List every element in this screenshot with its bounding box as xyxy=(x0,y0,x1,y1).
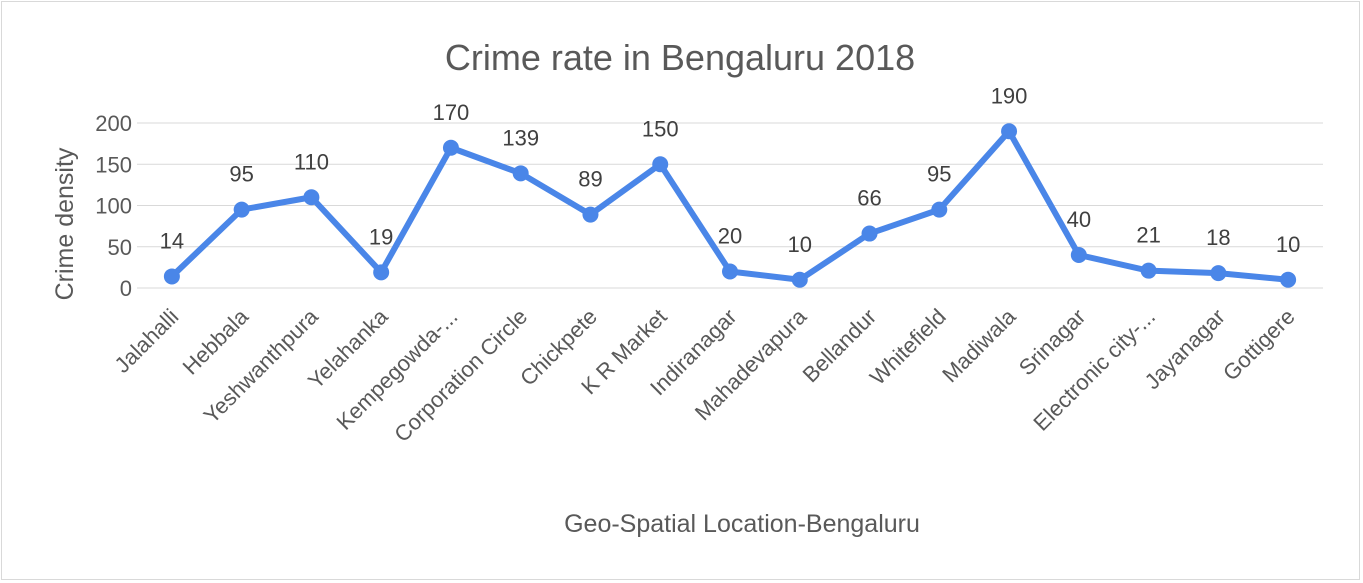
data-point xyxy=(722,263,738,280)
y-tick-label: 200 xyxy=(95,111,132,136)
data-point xyxy=(582,206,599,223)
x-tick-label: Kempegowda-... xyxy=(332,304,463,435)
data-label: 19 xyxy=(369,224,393,249)
x-tick-label: Jalahalli xyxy=(110,304,184,378)
data-point xyxy=(1140,262,1157,279)
data-label: 95 xyxy=(927,162,951,187)
data-label: 89 xyxy=(578,167,602,192)
y-tick-label: 0 xyxy=(120,276,132,301)
x-tick-label: Corporation Circle xyxy=(389,304,532,447)
data-point xyxy=(791,271,808,288)
y-tick-label: 150 xyxy=(95,152,132,177)
data-point xyxy=(1001,123,1018,140)
data-label: 20 xyxy=(718,224,742,249)
x-axis-title: Geo-Spatial Location-Bengaluru xyxy=(564,510,920,538)
data-label: 170 xyxy=(433,100,470,125)
data-labels: 14 95 110 19 170 139 89 150 20 10 66 95 190 40 21 18 10 xyxy=(160,83,1301,257)
y-tick-label: 100 xyxy=(95,194,132,219)
data-label: 40 xyxy=(1067,207,1091,232)
y-axis-ticks: 0 50 100 150 200 xyxy=(95,111,132,301)
x-tick-label: Madiwala xyxy=(937,303,1021,387)
data-point xyxy=(1280,271,1297,288)
x-tick-label: Electronic city-... xyxy=(1028,304,1160,436)
chart-title: Crime rate in Bengaluru 2018 xyxy=(445,37,915,78)
data-point xyxy=(861,225,878,242)
x-tick-label: Gottigere xyxy=(1218,304,1300,386)
data-label: 110 xyxy=(294,149,329,174)
y-tick-label: 50 xyxy=(108,235,132,260)
gridlines xyxy=(137,122,1323,289)
data-label: 66 xyxy=(857,186,881,211)
data-label: 150 xyxy=(642,116,679,141)
data-label: 10 xyxy=(788,232,812,257)
data-point xyxy=(303,189,320,206)
data-point xyxy=(1070,247,1087,263)
series-group xyxy=(163,123,1297,288)
data-label: 190 xyxy=(991,83,1028,108)
data-point xyxy=(931,201,948,218)
data-point xyxy=(1210,265,1227,282)
data-point xyxy=(233,201,250,218)
x-tick-label: Whitefield xyxy=(865,304,951,390)
data-point xyxy=(163,268,180,285)
x-axis-ticks: JalahalliHebbalaYeshwanthpuraYelahankaKe… xyxy=(110,303,1300,447)
data-point xyxy=(512,165,529,182)
data-label: 10 xyxy=(1276,232,1300,257)
data-point xyxy=(373,264,390,281)
data-label: 18 xyxy=(1206,225,1230,250)
data-label: 139 xyxy=(502,125,539,150)
data-label: 95 xyxy=(229,162,253,187)
data-point xyxy=(442,139,459,156)
y-axis-title: Crime density xyxy=(51,147,79,300)
data-label: 14 xyxy=(160,228,184,253)
data-point xyxy=(652,156,669,173)
data-label: 21 xyxy=(1136,223,1160,248)
